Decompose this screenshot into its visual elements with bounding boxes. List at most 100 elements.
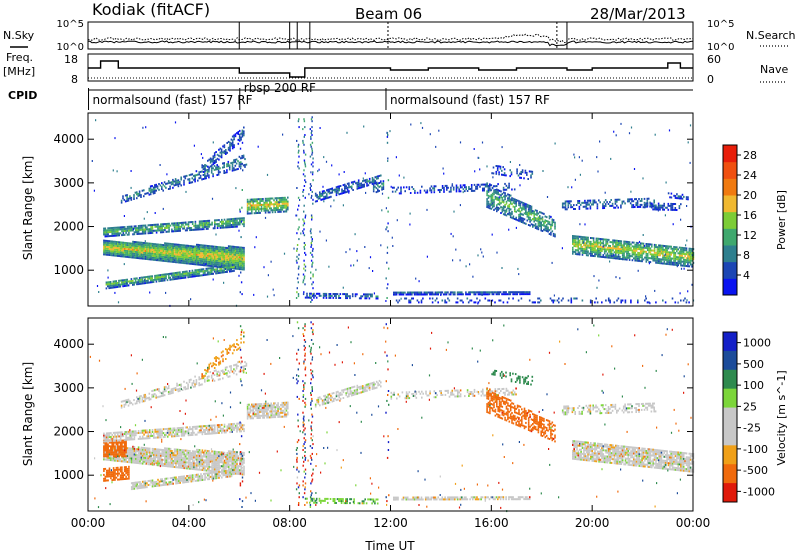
data-cell xyxy=(185,260,187,262)
data-cell xyxy=(177,252,179,254)
data-cell xyxy=(128,461,130,463)
data-cell xyxy=(583,236,585,238)
data-cell xyxy=(644,251,646,253)
data-cell xyxy=(107,231,109,233)
data-cell xyxy=(105,252,107,254)
data-cell xyxy=(386,277,387,279)
data-cell xyxy=(641,204,643,206)
data-cell xyxy=(207,222,209,224)
data-cell xyxy=(344,293,346,295)
data-cell xyxy=(117,253,119,255)
data-cell xyxy=(227,251,229,253)
data-cell xyxy=(414,192,416,194)
data-cell xyxy=(215,270,217,272)
data-cell xyxy=(305,244,306,246)
data-cell xyxy=(659,254,661,256)
data-cell xyxy=(684,261,686,263)
data-cell xyxy=(172,259,174,261)
data-cell xyxy=(303,195,304,197)
data-cell xyxy=(134,446,136,448)
data-cell xyxy=(630,255,632,257)
data-cell xyxy=(434,189,436,191)
data-cell xyxy=(654,248,656,250)
data-cell xyxy=(552,230,554,232)
data-cell xyxy=(209,263,211,265)
data-cell xyxy=(529,170,531,172)
data-cell xyxy=(675,264,677,266)
data-cell xyxy=(413,188,415,190)
data-cell xyxy=(215,258,217,260)
data-cell xyxy=(647,249,649,251)
data-cell xyxy=(449,300,451,302)
data-cell xyxy=(311,219,312,221)
data-cell xyxy=(421,186,423,188)
data-cell xyxy=(136,458,138,460)
data-cell xyxy=(596,246,598,248)
data-cell xyxy=(123,228,125,230)
data-cell xyxy=(636,244,638,246)
data-cell xyxy=(440,294,441,296)
data-cell xyxy=(604,250,606,252)
data-cell xyxy=(206,263,207,265)
data-cell xyxy=(125,242,127,244)
data-cell xyxy=(344,188,346,190)
data-cell xyxy=(303,152,304,154)
data-cell xyxy=(373,190,375,192)
data-cell xyxy=(154,249,156,251)
data-cell xyxy=(386,287,387,289)
data-cell xyxy=(449,293,451,295)
data-cell xyxy=(136,249,138,251)
data-cell xyxy=(609,261,610,263)
data-cell xyxy=(128,226,130,228)
data-cell xyxy=(236,168,238,170)
data-cell xyxy=(646,251,648,253)
data-cell xyxy=(418,292,420,294)
data-cell xyxy=(221,266,223,268)
data-cell xyxy=(625,243,627,245)
data-cell xyxy=(686,249,688,251)
data-cell xyxy=(113,247,115,249)
data-cell xyxy=(508,291,510,293)
data-cell xyxy=(178,228,180,230)
data-cell xyxy=(261,206,263,208)
data-cell xyxy=(590,206,592,208)
data-cell xyxy=(139,248,141,250)
data-cell xyxy=(631,198,633,200)
data-cell xyxy=(298,266,299,268)
data-cell xyxy=(142,279,144,281)
data-cell xyxy=(345,293,347,295)
data-cell xyxy=(130,244,132,246)
data-cell xyxy=(575,245,577,247)
data-cell xyxy=(191,263,193,265)
data-cell xyxy=(578,240,580,242)
data-cell xyxy=(486,165,487,167)
data-cell xyxy=(243,134,245,136)
data-cell xyxy=(393,292,395,294)
data-cell xyxy=(515,291,517,293)
data-cell xyxy=(401,292,403,294)
data-cell xyxy=(410,192,412,194)
data-cell xyxy=(619,250,621,252)
data-cell xyxy=(655,134,656,136)
data-cell xyxy=(302,219,303,221)
data-cell xyxy=(425,292,427,294)
data-cell xyxy=(629,132,630,134)
data-cell xyxy=(209,222,211,224)
data-cell xyxy=(149,188,151,190)
data-cell xyxy=(411,292,413,294)
y-tick-label: 2000 xyxy=(53,220,84,234)
data-cell xyxy=(392,191,394,193)
data-cell xyxy=(113,233,115,235)
data-cell xyxy=(276,201,278,203)
data-cell xyxy=(265,212,267,214)
data-cell xyxy=(310,272,311,274)
data-cell xyxy=(187,276,189,278)
data-cell xyxy=(159,257,161,259)
data-cell xyxy=(147,276,149,278)
data-cell xyxy=(103,234,105,236)
data-cell xyxy=(502,193,504,195)
data-cell xyxy=(161,276,163,278)
data-cell xyxy=(172,255,174,257)
data-cell xyxy=(166,243,168,245)
data-cell xyxy=(495,185,497,187)
